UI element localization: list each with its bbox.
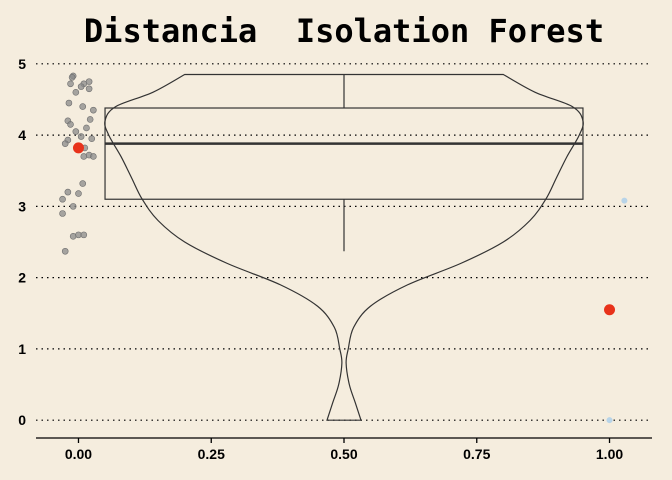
x-axis-ticks: 0.00 0.25 0.50 0.75 1.00: [65, 438, 623, 462]
data-point: [88, 135, 96, 142]
data-point: [86, 116, 94, 123]
data-point: [77, 133, 85, 140]
data-point: [64, 188, 72, 196]
chart-title: Distancia Isolation Forest: [84, 12, 604, 50]
data-point: [90, 153, 97, 160]
x-tick-label: 0.25: [198, 446, 225, 462]
data-point: [85, 85, 93, 93]
data-point: [606, 417, 613, 424]
data-point: [90, 106, 97, 114]
violin-layer: [104, 73, 584, 421]
points-layer: [59, 72, 628, 424]
y-tick-label: 3: [18, 198, 26, 214]
data-point: [77, 83, 85, 90]
data-point: [75, 190, 82, 197]
y-tick-label: 5: [18, 56, 26, 72]
data-point: [80, 231, 88, 239]
x-tick-label: 0.75: [463, 446, 490, 462]
data-point: [83, 124, 90, 132]
data-point: [67, 121, 74, 128]
x-tick-label: 0.00: [65, 446, 92, 462]
data-point: [72, 128, 80, 135]
y-tick-label: 0: [18, 412, 26, 428]
x-tick-label: 1.00: [596, 446, 623, 462]
data-point: [61, 247, 69, 255]
box-iqr: [104, 107, 584, 200]
y-tick-label: 1: [18, 341, 26, 357]
data-point: [79, 103, 87, 110]
y-tick-label: 2: [18, 270, 26, 286]
data-point: [65, 99, 73, 107]
data-point: [79, 180, 87, 187]
data-point: [69, 203, 77, 210]
x-tick-label: 0.50: [330, 446, 357, 462]
data-point: [72, 142, 84, 154]
data-point: [67, 80, 74, 88]
y-axis-ticks: 0 1 2 3 4 5: [18, 56, 26, 428]
data-point: [68, 74, 76, 81]
data-point: [621, 197, 628, 204]
y-tick-label: 4: [18, 127, 26, 143]
data-point: [59, 210, 66, 217]
data-point: [61, 140, 69, 147]
violin-outline: [104, 73, 584, 421]
data-point: [604, 304, 616, 316]
data-point: [72, 89, 80, 96]
data-point: [80, 153, 88, 160]
data-point: [59, 195, 66, 203]
